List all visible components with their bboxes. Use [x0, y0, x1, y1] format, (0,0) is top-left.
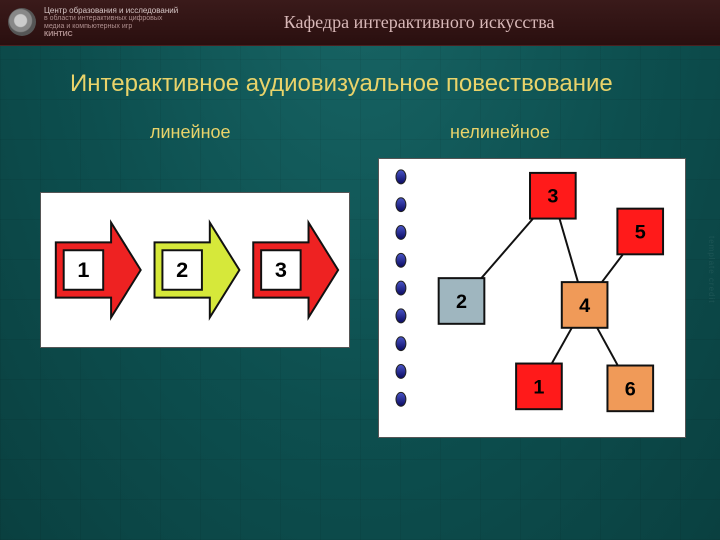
department-title: Кафедра интерактивного искусства [178, 12, 720, 33]
swirl-icon [8, 8, 36, 36]
column-label-nonlinear: нелинейное [450, 122, 550, 143]
graph-node-label: 1 [533, 376, 544, 398]
timeline-dot [396, 226, 406, 240]
column-label-linear: линейное [150, 122, 231, 143]
org-brand: КИНТИС [44, 31, 178, 39]
page-title: Интерактивное аудиовизуальное повествова… [70, 70, 613, 98]
timeline-dot [396, 170, 406, 184]
graph-node-label: 6 [625, 378, 636, 400]
linear-arrow-label: 3 [275, 257, 287, 282]
org-text: Центр образования и исследований в облас… [44, 7, 178, 39]
timeline-dot [396, 198, 406, 212]
timeline-dot [396, 337, 406, 351]
graph-node-label: 4 [579, 295, 590, 317]
linear-diagram-svg: 1 2 3 [41, 193, 349, 347]
header-bar: Центр образования и исследований в облас… [0, 0, 720, 46]
org-line: в области интерактивных цифровых [44, 15, 178, 23]
graph-node-label: 3 [547, 186, 558, 208]
timeline-dot [396, 392, 406, 406]
linear-arrow-label: 1 [77, 257, 89, 282]
nonlinear-diagram-panel: 3 5 2 4 1 6 [378, 158, 686, 438]
graph-node-label: 5 [635, 221, 646, 243]
nonlinear-diagram-svg: 3 5 2 4 1 6 [379, 159, 685, 437]
linear-diagram-panel: 1 2 3 [40, 192, 350, 348]
org-line: Центр образования и исследований [44, 6, 178, 15]
linear-arrow-label: 2 [176, 257, 188, 282]
org-line: медиа и компьютерных игр [44, 23, 178, 31]
org-logo: Центр образования и исследований в облас… [0, 7, 178, 39]
timeline-dot [396, 309, 406, 323]
timeline-dot [396, 365, 406, 379]
timeline-dot [396, 281, 406, 295]
graph-node-label: 2 [456, 291, 467, 313]
timeline-dot [396, 253, 406, 267]
